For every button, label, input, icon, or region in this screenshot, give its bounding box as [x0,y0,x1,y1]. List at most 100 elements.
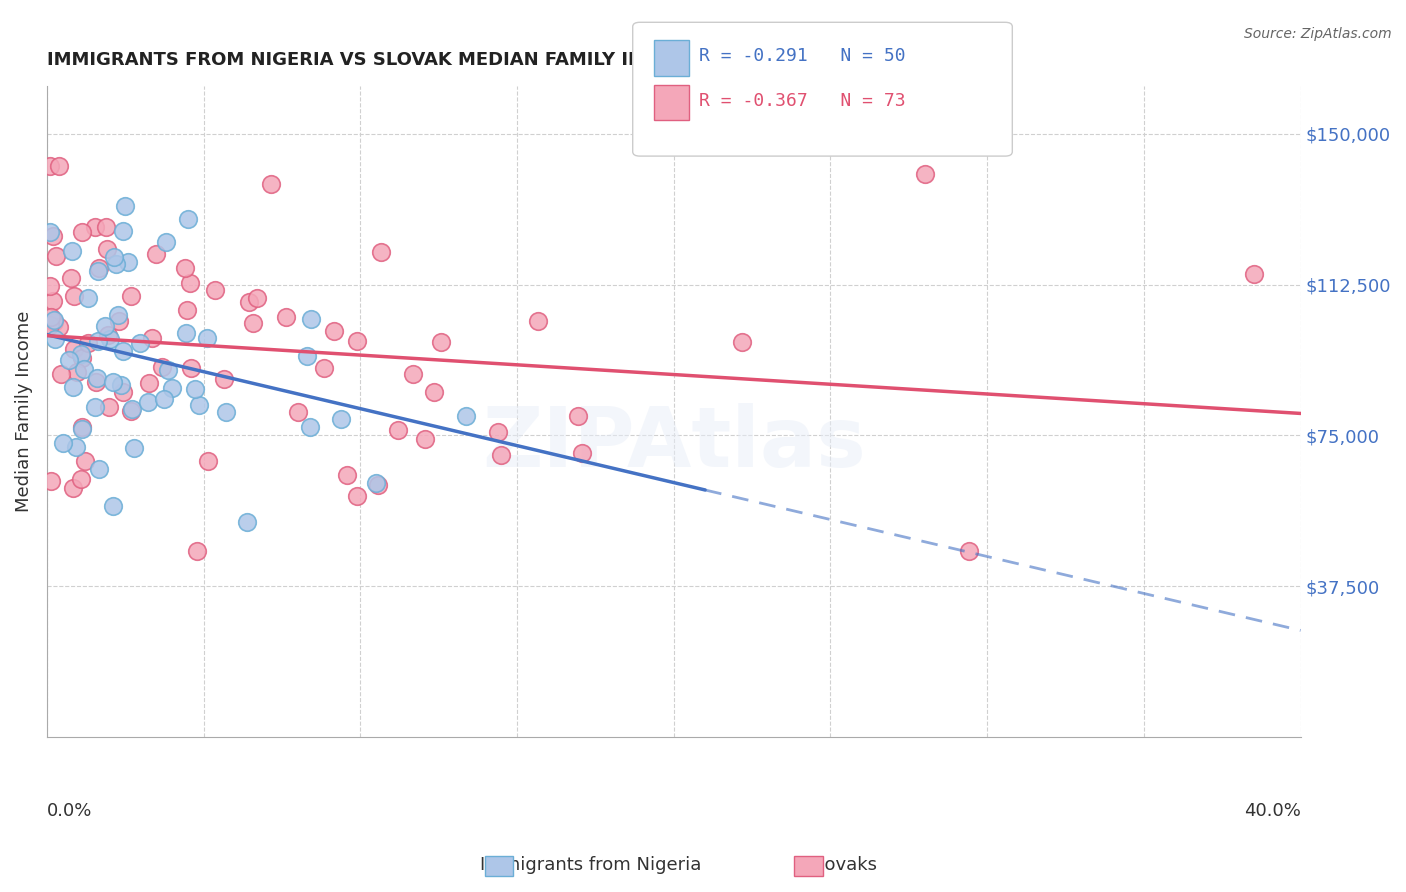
Point [120,403,142,417]
Y-axis label: Median Family Income: Median Family Income [15,310,32,512]
Point [94,319,117,334]
Point [454,409,477,423]
Text: R = -0.291   N = 50: R = -0.291 N = 50 [699,47,905,65]
Point [274,310,297,325]
Point [111,344,134,359]
Point [155,235,177,250]
Point [70,225,93,239]
Point [287,405,309,419]
Point [87,334,110,348]
Point [58,353,80,368]
Point [176,302,198,317]
Point [238,294,260,309]
Point [97,328,120,343]
Point [44,313,66,327]
Point [39,475,62,489]
Point [84,376,107,390]
Point [98,332,121,346]
Point [153,392,176,406]
Point [367,478,389,492]
Text: 40.0%: 40.0% [1244,802,1301,820]
Point [246,291,269,305]
Point [62,481,84,495]
Point [157,363,180,377]
Point [423,384,446,399]
Point [413,433,436,447]
Text: Source: ZipAtlas.com: Source: ZipAtlas.com [1244,27,1392,41]
Point [489,449,512,463]
Point [44,249,66,263]
Point [70,351,93,365]
Point [83,400,105,414]
Point [136,395,159,409]
Point [150,359,173,374]
Point [39,159,62,173]
Point [322,325,344,339]
Point [429,335,451,350]
Point [242,317,264,331]
Point [60,271,83,285]
Point [62,379,84,393]
Point [117,255,139,269]
Point [122,441,145,455]
Point [957,543,980,558]
Text: Immigrants from Nigeria: Immigrants from Nigeria [479,856,702,874]
Text: ZIPAtlas: ZIPAtlas [482,403,866,484]
Point [86,371,108,385]
Point [299,312,322,326]
Point [39,318,62,333]
Point [336,467,359,482]
Point [44,332,66,346]
Point [527,314,550,328]
Point [180,361,202,376]
Point [731,334,754,349]
Point [77,291,100,305]
Point [197,453,219,467]
Point [184,382,207,396]
Text: IMMIGRANTS FROM NIGERIA VS SLOVAK MEDIAN FAMILY INCOME CORRELATION CHART: IMMIGRANTS FROM NIGERIA VS SLOVAK MEDIAN… [46,51,922,69]
Point [62,343,84,357]
Point [120,289,142,303]
Point [298,420,321,434]
Text: Slovaks: Slovaks [808,856,879,874]
Point [114,199,136,213]
Point [370,244,392,259]
Point [260,177,283,191]
Point [69,472,91,486]
Point [129,335,152,350]
Point [39,226,62,240]
Point [567,409,589,424]
Point [60,244,83,258]
Point [179,276,201,290]
Point [141,331,163,345]
Point [103,250,125,264]
Point [96,243,118,257]
Point [387,423,409,437]
Point [101,375,124,389]
Point [401,367,423,381]
Point [112,224,135,238]
Point [48,159,70,173]
Point [101,499,124,513]
Point [66,365,89,379]
Point [42,315,65,329]
Point [70,419,93,434]
Text: 0.0%: 0.0% [46,802,93,820]
Point [87,260,110,275]
Point [571,445,593,459]
Point [107,309,129,323]
Point [89,462,111,476]
Point [314,361,336,376]
Point [98,400,121,414]
Point [110,377,132,392]
Point [295,349,318,363]
Point [204,283,226,297]
Point [72,421,94,435]
Point [329,411,352,425]
Point [73,454,96,468]
Point [214,404,236,418]
Point [96,219,118,234]
Point [186,543,208,558]
Point [73,362,96,376]
Point [188,398,211,412]
